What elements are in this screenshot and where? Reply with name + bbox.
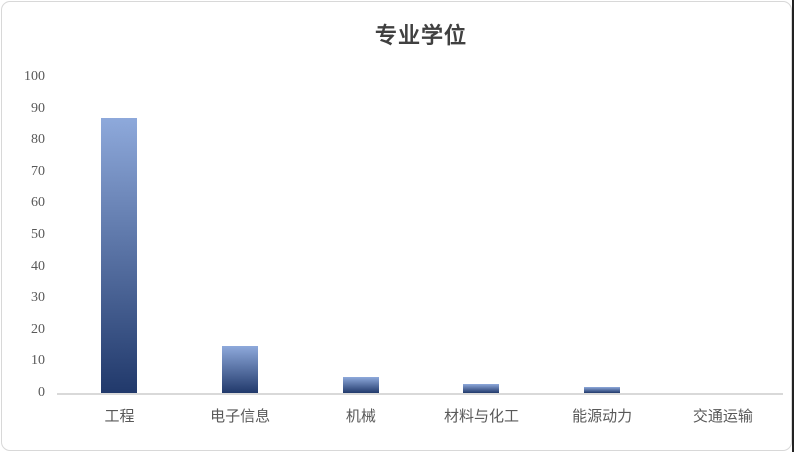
y-tick-label: 60 — [31, 195, 45, 211]
bar-能源动力 — [584, 386, 620, 393]
y-tick-label: 100 — [24, 69, 45, 84]
x-category-label: 交通运输 — [692, 409, 753, 425]
bar-机械 — [342, 377, 379, 393]
x-axis-line — [57, 393, 783, 395]
y-tick-label: 90 — [31, 100, 45, 116]
bar-电子信息 — [222, 345, 258, 393]
y-tick-label: 30 — [31, 290, 45, 306]
x-category-label: 电子信息 — [210, 409, 271, 425]
x-category-label: 能源动力 — [572, 409, 633, 425]
y-tick-label: 20 — [31, 321, 45, 337]
x-category-label: 机械 — [345, 409, 376, 425]
y-tick-label: 40 — [31, 258, 45, 274]
x-category-label: 材料与化工 — [443, 409, 519, 425]
window-right-edge — [792, 0, 794, 452]
y-tick-label: 70 — [31, 163, 45, 179]
chart-title: 专业学位 — [374, 23, 467, 48]
y-tick-label: 80 — [31, 132, 45, 148]
bar-工程 — [101, 118, 138, 393]
bar-材料与化工 — [463, 383, 500, 393]
y-tick-label: 50 — [31, 227, 45, 242]
y-tick-label: 0 — [38, 385, 45, 400]
y-tick-label: 10 — [31, 353, 45, 369]
x-category-label: 工程 — [104, 409, 135, 425]
